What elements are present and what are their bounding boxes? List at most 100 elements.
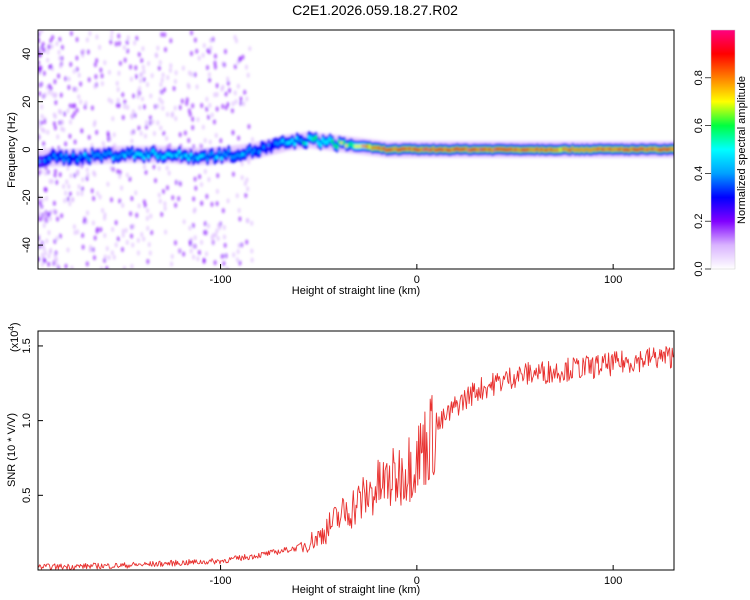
spectrogram-noise-cell bbox=[72, 224, 77, 230]
spectrogram-noise-cell bbox=[66, 165, 70, 171]
spectrogram-noise-cell bbox=[169, 63, 173, 69]
spectrogram-noise-cell bbox=[178, 132, 182, 138]
spectrogram-noise-cell bbox=[128, 176, 132, 182]
spectrogram-noise-cell bbox=[90, 105, 95, 111]
spectrogram-noise-cell bbox=[233, 34, 237, 40]
spectrogram-noise-cell bbox=[143, 133, 148, 139]
spectrogram-noise-cell bbox=[125, 39, 129, 46]
spectrogram-noise-cell bbox=[38, 169, 41, 176]
spectrogram-noise-cell bbox=[106, 136, 111, 142]
spectrogram-noise-cell bbox=[215, 188, 220, 194]
spectrogram-noise-cell bbox=[64, 263, 68, 269]
spectrogram-noise-cell bbox=[102, 215, 107, 221]
spectrogram-noise-cell bbox=[39, 216, 44, 222]
spectrogram-noise-cell bbox=[224, 253, 228, 259]
spectrogram-noise-cell bbox=[197, 55, 201, 61]
spectrogram-noise-cell bbox=[180, 98, 184, 104]
spectrogram-noise-cell bbox=[206, 223, 211, 229]
spectrogram-noise-cell bbox=[121, 114, 125, 121]
spectrogram-noise-cell bbox=[208, 139, 212, 145]
spectrogram-noise-cell bbox=[87, 77, 91, 83]
spectrogram-noise-cell bbox=[42, 141, 46, 147]
spectrogram-noise-cell bbox=[165, 135, 169, 141]
spectrogram-noise-cell bbox=[115, 80, 119, 87]
spectrogram-noise-cell bbox=[223, 242, 227, 248]
spectrogram-ridge-core bbox=[227, 148, 231, 153]
spectrogram-noise-cell bbox=[250, 220, 254, 226]
spectrogram-noise-cell bbox=[156, 120, 160, 126]
spectrogram-noise-cell bbox=[68, 133, 72, 139]
spectrogram-noise-cell bbox=[227, 87, 232, 94]
spectrogram-noise-cell bbox=[170, 112, 174, 118]
spectrogram-noise-cell bbox=[82, 218, 86, 225]
spectrogram-noise-cell bbox=[177, 248, 181, 254]
spectrogram-noise-cell bbox=[238, 260, 242, 266]
colorbar-tick-label: 0.8 bbox=[693, 70, 705, 85]
spectrogram-noise-cell bbox=[54, 257, 59, 263]
spectrogram-noise-cell bbox=[189, 248, 193, 254]
spectrogram-noise-cell bbox=[134, 73, 139, 80]
spectrogram-noise-cell bbox=[81, 232, 85, 238]
spectrogram-noise-cell bbox=[191, 254, 196, 260]
spectrogram-noise-cell bbox=[177, 196, 181, 202]
spectrogram-noise-cell bbox=[142, 236, 146, 242]
spectrogram-noise-cell bbox=[47, 83, 52, 89]
spectrogram-noise-cell bbox=[210, 112, 214, 118]
spectrogram-noise-cell bbox=[148, 120, 152, 126]
spectrogram-noise-cell bbox=[162, 130, 166, 136]
spectrogram-noise-cell bbox=[145, 207, 150, 214]
spectrogram-noise-cell bbox=[118, 198, 122, 204]
spectrogram-noise-cell bbox=[191, 116, 195, 122]
snr-y-tick-label: 1.5 bbox=[21, 338, 33, 353]
spectrogram-noise-cell bbox=[85, 261, 89, 267]
spectrogram-noise-cell bbox=[58, 36, 62, 42]
spectrogram-ridge-core bbox=[142, 155, 146, 160]
spectrogram-noise-cell bbox=[58, 172, 62, 178]
spectrogram-noise-cell bbox=[244, 64, 249, 70]
spectrogram-noise-cell bbox=[117, 40, 122, 47]
spectrogram-noise-cell bbox=[215, 228, 219, 234]
spectrogram-noise-cell bbox=[95, 228, 99, 234]
chart-title: C2E1.2026.059.18.27.R02 bbox=[292, 2, 458, 18]
colorbar: 0.0 0.2 0.4 0.6 0.8 Normalized spectral ampl… bbox=[693, 29, 748, 277]
spectrogram-noise-cell bbox=[246, 218, 250, 224]
spectrogram-noise-cell bbox=[92, 195, 96, 202]
spectrogram-noise-cell bbox=[211, 36, 215, 42]
colorbar-tick-label: 0.2 bbox=[693, 214, 705, 229]
spectrogram-noise-cell bbox=[150, 72, 154, 79]
spectrogram-noise-cell bbox=[71, 103, 75, 109]
spectrogram-noise-cell bbox=[225, 266, 229, 269]
spectrogram-noise-cell bbox=[140, 96, 145, 102]
spectrogram-noise-cell bbox=[203, 229, 207, 236]
spectrogram-ridge-core bbox=[88, 157, 92, 162]
spectrogram-noise-cell bbox=[72, 68, 76, 74]
snr-y-axis-label: SNR (10 * V/V) bbox=[6, 413, 18, 487]
spectrogram-noise-cell bbox=[182, 251, 186, 257]
spectrogram-noise-cell bbox=[243, 180, 247, 187]
spectrogram-noise-cell bbox=[43, 250, 48, 256]
spectrogram-noise-cell bbox=[148, 115, 153, 121]
spectrogram-noise-cell bbox=[43, 217, 48, 224]
spectrogram-noise-cell bbox=[38, 123, 41, 130]
spectrogram-noise-cell bbox=[68, 191, 72, 197]
spectrogram-noise-cell bbox=[181, 65, 185, 71]
spectrogram-noise-cell bbox=[123, 99, 127, 105]
spectrogram-noise-cell bbox=[93, 83, 97, 90]
spectrogram-noise-cell bbox=[64, 190, 68, 196]
spectrogram-noise-cell bbox=[126, 48, 130, 54]
spectrogram-noise-cell bbox=[214, 232, 218, 238]
spectrogram-noise-cell bbox=[105, 265, 109, 269]
spectrogram-noise-cell bbox=[100, 266, 104, 269]
spectrogram-noise-cell bbox=[66, 247, 70, 253]
spectrogram-noise-cell bbox=[79, 99, 83, 105]
spectrogram-noise-cell bbox=[95, 129, 99, 135]
spectrogram-noise-cell bbox=[138, 104, 142, 111]
spectrogram-noise-cell bbox=[76, 190, 80, 197]
spectrogram-noise-cell bbox=[100, 73, 104, 79]
spectrogram-noise-cell bbox=[174, 202, 178, 208]
spectrogram-noise-cell bbox=[109, 197, 114, 203]
spectrogram-noise-cell bbox=[152, 130, 157, 137]
spectrogram-noise-cell bbox=[110, 30, 114, 35]
snr-x-axis-label: Height of straight line (km) bbox=[292, 584, 420, 596]
